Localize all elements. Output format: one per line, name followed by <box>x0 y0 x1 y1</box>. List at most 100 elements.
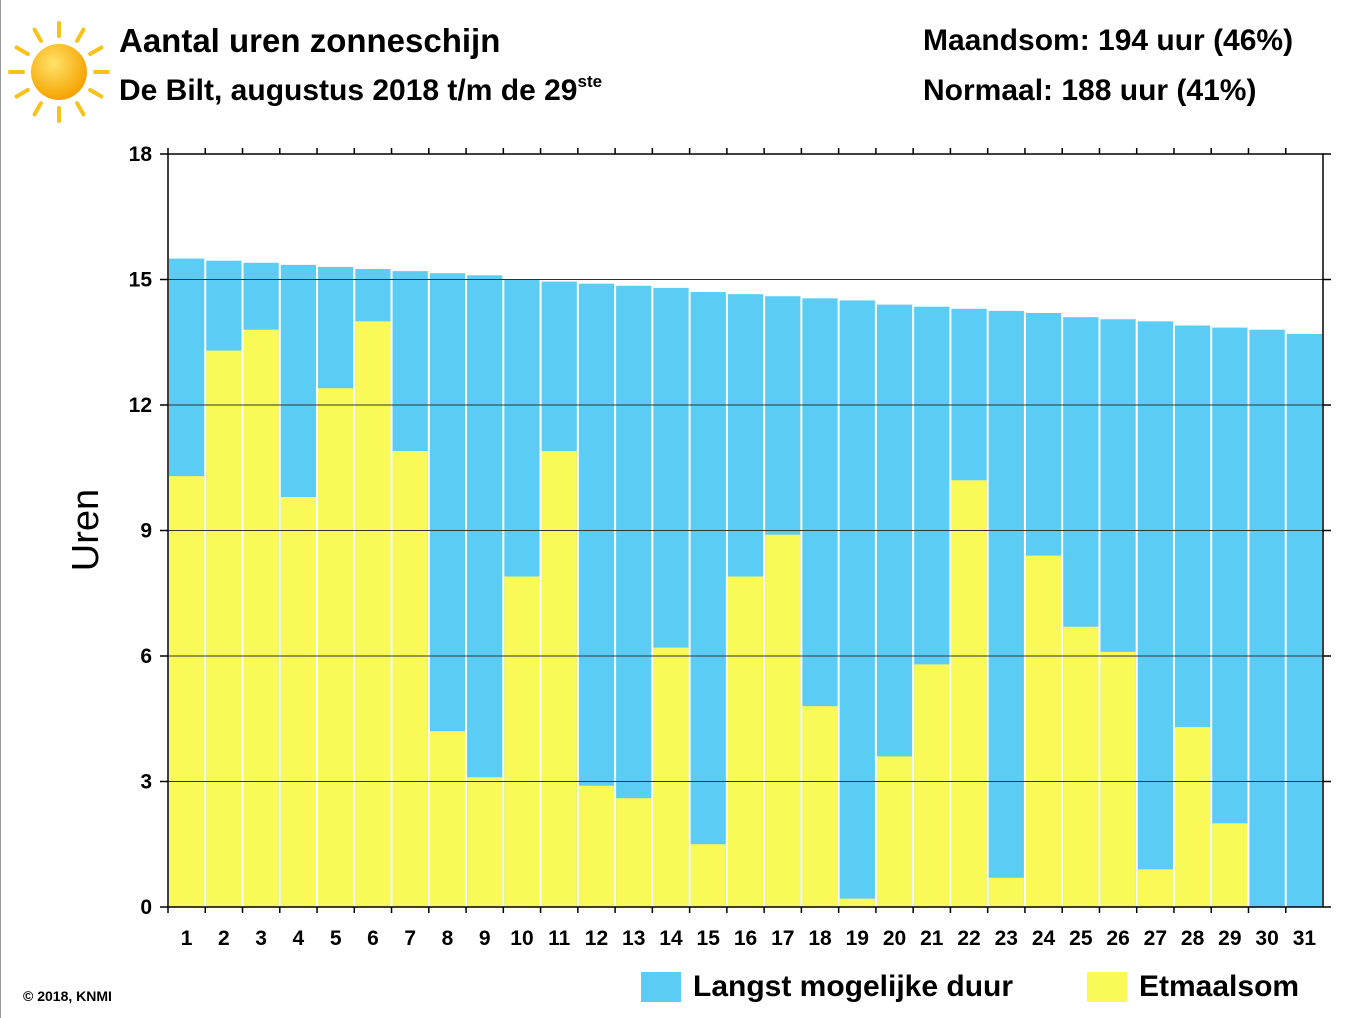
bar-sum-day-12 <box>578 785 615 907</box>
bar-sum-day-17 <box>765 534 801 907</box>
sun-ray <box>14 88 30 99</box>
bar-sum-day-10 <box>504 576 540 907</box>
x-tick-label: 28 <box>1181 927 1205 950</box>
x-tick-label: 14 <box>659 927 683 950</box>
sun-disc <box>31 44 87 100</box>
bar-sum-day-18 <box>802 706 838 907</box>
y-tick-label: 0 <box>140 896 152 919</box>
y-axis-label: Uren <box>65 489 107 571</box>
x-tick-label: 16 <box>734 927 757 950</box>
sun-ray <box>32 27 43 43</box>
x-tick-label: 8 <box>442 927 454 950</box>
legend-swatch-max <box>641 972 681 1002</box>
bar-sum-day-8 <box>429 731 466 907</box>
bar-max-day-27 <box>1137 321 1173 907</box>
x-tick-label: 31 <box>1293 927 1317 950</box>
y-tick-label: 12 <box>129 394 152 417</box>
bar-sum-day-26 <box>1100 651 1136 907</box>
bar-sum-day-5 <box>318 388 354 907</box>
x-tick-label: 13 <box>622 927 645 950</box>
bar-sum-day-3 <box>243 329 279 907</box>
bar-sum-day-16 <box>727 576 764 907</box>
bar-sum-day-21 <box>914 664 950 907</box>
subtitle-text: De Bilt, augustus 2018 t/m de 29 <box>119 74 578 107</box>
sun-ray <box>88 45 104 56</box>
x-tick-label: 10 <box>510 927 533 950</box>
bar-sum-day-22 <box>951 480 987 907</box>
month-sum: Maandsom: 194 uur (46%) <box>923 24 1294 57</box>
x-tick-label: 15 <box>697 927 721 950</box>
bar-max-day-31 <box>1286 333 1322 908</box>
copyright: © 2018, KNMI <box>23 988 112 1004</box>
bar-sum-day-20 <box>876 756 913 907</box>
legend-item-max: Langst mogelijke duur <box>641 970 1013 1004</box>
bar-sum-day-1 <box>169 476 205 907</box>
y-tick-label: 15 <box>129 269 153 292</box>
legend-label-sum: Etmaalsom <box>1139 970 1300 1003</box>
bar-max-day-15 <box>690 292 726 907</box>
y-tick-label: 9 <box>140 520 152 543</box>
x-tick-label: 11 <box>548 927 571 950</box>
bar-sum-day-9 <box>467 777 503 907</box>
y-tick-label: 18 <box>129 143 153 166</box>
sun-ray <box>14 45 30 56</box>
sun-ray <box>75 101 86 117</box>
chart-subtitle: De Bilt, augustus 2018 t/m de 29ste <box>119 72 603 108</box>
bar-sum-day-15 <box>690 844 726 907</box>
sun-ray <box>32 101 43 117</box>
bar-max-day-19 <box>839 300 875 908</box>
x-tick-label: 17 <box>771 927 794 950</box>
legend-item-sum: Etmaalsom <box>1087 970 1299 1004</box>
bar-sum-day-28 <box>1174 727 1211 907</box>
bar-sum-day-6 <box>355 321 391 907</box>
bar-sum-day-11 <box>541 451 577 907</box>
legend-label-max: Langst mogelijke duur <box>693 970 1014 1003</box>
bar-sum-day-29 <box>1212 823 1248 907</box>
bar-sum-day-7 <box>392 451 428 907</box>
x-tick-label: 23 <box>995 927 1018 950</box>
bar-sum-day-23 <box>988 877 1024 907</box>
x-tick-label: 4 <box>293 927 305 950</box>
bar-sum-day-27 <box>1137 869 1173 907</box>
sun-ray <box>88 88 104 99</box>
x-tick-label: 1 <box>181 927 193 950</box>
x-tick-label: 20 <box>883 927 906 950</box>
x-tick-label: 22 <box>957 927 980 950</box>
x-tick-label: 9 <box>479 927 491 950</box>
x-tick-label: 18 <box>808 927 832 950</box>
x-tick-label: 30 <box>1255 927 1278 950</box>
bar-sum-day-13 <box>616 798 652 907</box>
x-tick-label: 2 <box>218 927 230 950</box>
y-tick-label: 6 <box>140 645 152 668</box>
x-tick-label: 24 <box>1032 927 1056 950</box>
chart-title: Aantal uren zonneschijn <box>119 22 501 59</box>
bar-sum-day-2 <box>206 350 242 907</box>
bar-sum-day-14 <box>653 647 689 907</box>
y-tick-label: 3 <box>140 771 152 794</box>
x-tick-label: 19 <box>846 927 869 950</box>
bar-sum-day-25 <box>1063 626 1099 907</box>
plot-frame <box>167 153 1324 908</box>
x-tick-label: 3 <box>255 927 267 950</box>
x-tick-label: 7 <box>404 927 416 950</box>
bar-sum-day-24 <box>1025 555 1062 907</box>
legend-swatch-sum <box>1087 972 1127 1002</box>
normal-value: Normaal: 188 uur (41%) <box>923 74 1257 107</box>
bar-sum-day-4 <box>280 497 317 907</box>
x-tick-label: 26 <box>1106 927 1129 950</box>
subtitle-sup: ste <box>577 72 603 91</box>
x-tick-label: 12 <box>585 927 608 950</box>
sun-ray <box>75 27 86 43</box>
x-tick-label: 29 <box>1218 927 1241 950</box>
x-tick-label: 6 <box>367 927 379 950</box>
bar-sum-day-19 <box>839 898 875 907</box>
bar-max-day-23 <box>988 310 1024 907</box>
x-tick-label: 25 <box>1069 927 1093 950</box>
x-tick-label: 27 <box>1144 927 1167 950</box>
x-tick-label: 21 <box>920 927 944 950</box>
bar-max-day-29 <box>1212 327 1248 907</box>
sun-icon <box>8 21 110 123</box>
bar-max-day-30 <box>1249 329 1285 907</box>
x-tick-label: 5 <box>330 927 342 950</box>
